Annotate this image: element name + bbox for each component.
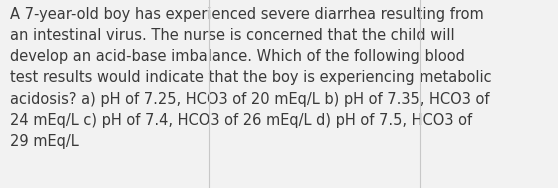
Text: A 7-year-old boy has experienced severe diarrhea resulting from
an intestinal vi: A 7-year-old boy has experienced severe … bbox=[10, 7, 492, 149]
